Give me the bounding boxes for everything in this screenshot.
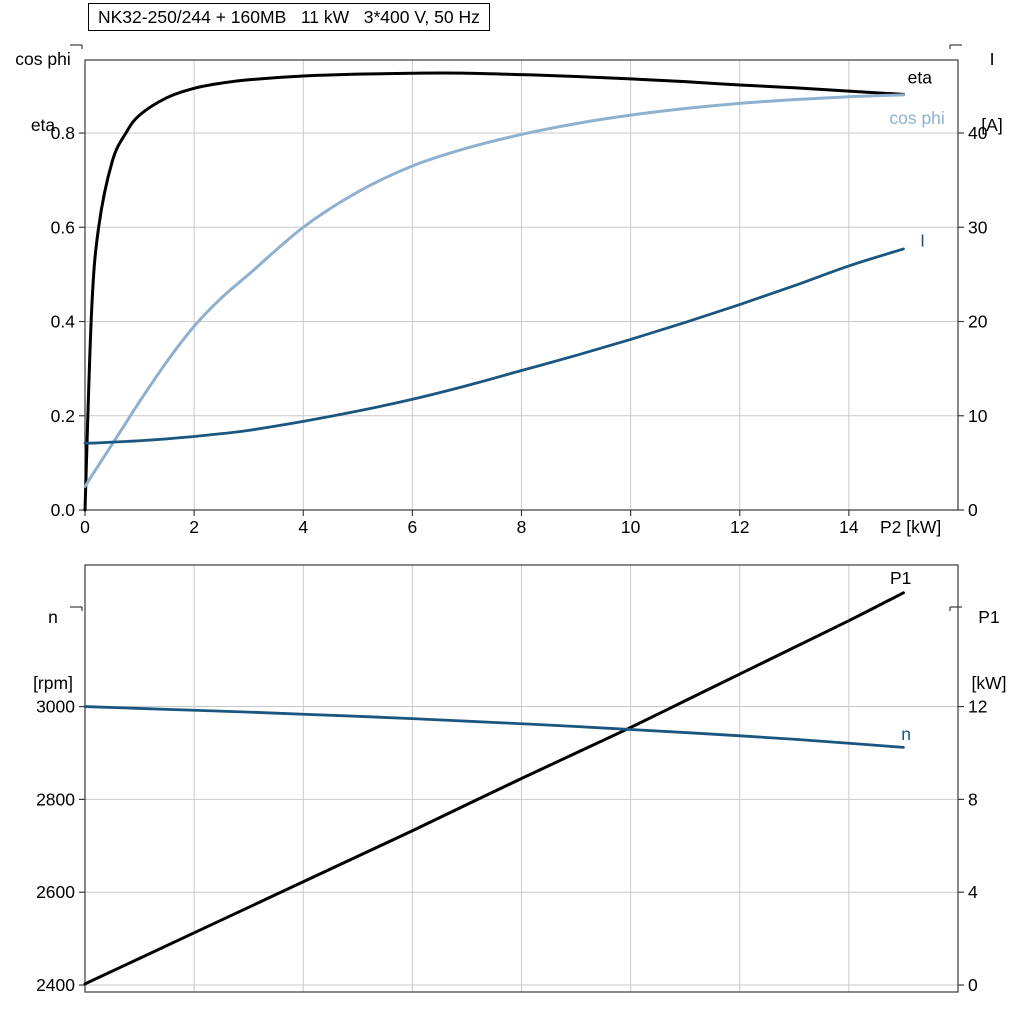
curve-label-n: n xyxy=(901,724,911,744)
x-tick-label: 10 xyxy=(621,517,641,537)
y-left-tick-label: 0.8 xyxy=(51,123,75,143)
y-left-tick-label: 0.2 xyxy=(51,406,75,426)
y-left-tick-label: 2600 xyxy=(36,882,75,902)
y-right-tick-label: 10 xyxy=(968,406,988,426)
bottom-chart-left-axis-title: n [rpm] xyxy=(15,562,91,716)
right-axis-title-line2: [kW] xyxy=(971,673,1007,693)
series-curve-P1 xyxy=(83,591,905,986)
series-curve-cos-phi xyxy=(83,93,905,488)
plot-border xyxy=(84,564,959,993)
right-axis-title-line1: I xyxy=(989,49,995,69)
series-curve-n xyxy=(83,705,905,749)
right-axis-title-line1: P1 xyxy=(978,607,1000,627)
x-tick-label: 8 xyxy=(517,517,527,537)
y-left-tick-label: 0.4 xyxy=(51,312,76,332)
y-right-tick-label: 4 xyxy=(968,882,978,902)
x-tick-label: 2 xyxy=(189,517,199,537)
x-tick-label: 12 xyxy=(730,517,749,537)
x-tick-label: 6 xyxy=(408,517,418,537)
x-axis-label: P2 [kW] xyxy=(880,517,942,537)
chart-speed-power: 2400 2600 2800 3000 0 4 8 12 P1 n xyxy=(36,564,987,995)
bottom-chart-right-axis-title: P1 [kW] xyxy=(958,562,1020,716)
left-axis-title-line2: [rpm] xyxy=(33,673,73,693)
y-right-tick-label: 0 xyxy=(968,975,978,995)
chart-title: NK32-250/244 + 160MB 11 kW 3*400 V, 50 H… xyxy=(88,3,490,31)
curve-label-cos-phi: cos phi xyxy=(889,108,944,128)
chart-motor-eta-cosphi-current: 0 2 4 6 8 10 12 14 0.0 0.2 0.4 0.6 0.8 0 10 20 30 40 eta co… xyxy=(51,59,988,537)
y-right-tick-label: 40 xyxy=(968,123,988,143)
left-axis-title-line2: eta xyxy=(30,115,56,135)
y-right-tick-label: 0 xyxy=(968,500,978,520)
y-right-tick-label: 12 xyxy=(968,697,987,717)
y-right-tick-label: 20 xyxy=(968,312,988,332)
series-curve-eta xyxy=(83,71,905,512)
y-left-tick-label: 3000 xyxy=(36,697,75,717)
y-right-tick-label: 8 xyxy=(968,789,978,809)
series-curve-I xyxy=(83,247,905,445)
right-axis-title-line2: [A] xyxy=(981,115,1003,135)
curve-label-I: I xyxy=(920,230,925,250)
x-tick-label: 14 xyxy=(839,517,859,537)
y-left-tick-label: 2400 xyxy=(36,975,75,995)
y-right-tick-label: 30 xyxy=(968,217,988,237)
x-tick-label: 4 xyxy=(298,517,308,537)
curve-label-eta: eta xyxy=(908,67,933,87)
y-left-tick-label: 2800 xyxy=(36,789,75,809)
y-left-tick-label: 0.0 xyxy=(51,500,76,520)
left-axis-title-line1: n xyxy=(48,607,58,627)
left-axis-title-line1: cos phi xyxy=(15,49,71,69)
top-chart-left-axis-title: cos phi eta xyxy=(4,4,82,158)
y-left-tick-label: 0.6 xyxy=(51,217,75,237)
x-tick-label: 0 xyxy=(80,517,90,537)
top-chart-right-axis-title: I [A] xyxy=(963,4,1021,158)
curve-label-P1: P1 xyxy=(890,568,911,588)
